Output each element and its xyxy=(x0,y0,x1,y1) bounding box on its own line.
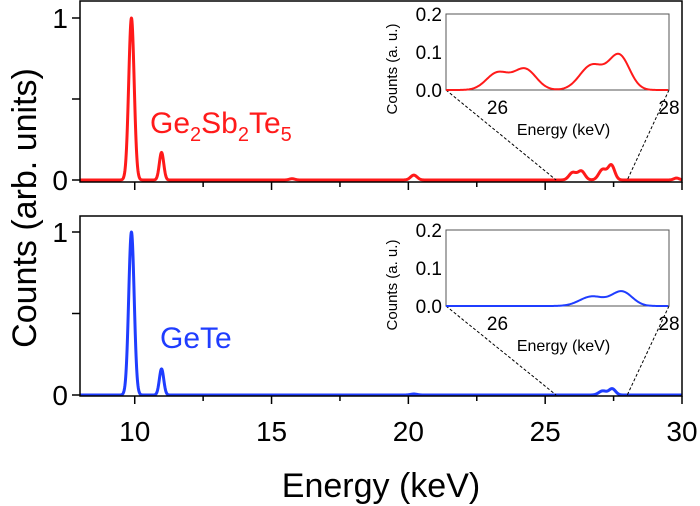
x-axis-label: Energy (keV) xyxy=(282,467,480,505)
panel-bottom: 0 1 10 15 20 25 30 GeTe 0.0 0.1 0.2 26 28 Energy (keV… xyxy=(52,215,698,447)
inset-y-axis-label: Counts (a. u.) xyxy=(384,24,401,115)
series-label: GeTe xyxy=(160,322,232,355)
zoom-guide-line xyxy=(445,305,557,396)
y-tick-label: 1 xyxy=(52,3,68,34)
inset-frame xyxy=(445,13,670,91)
zoom-guide-line xyxy=(626,89,670,181)
inset-series-line xyxy=(446,290,669,307)
y-tick-label: 0 xyxy=(52,380,68,411)
inset-frame xyxy=(445,229,670,307)
inset-x-tick-label: 26 xyxy=(487,314,508,335)
zoom-guide-line xyxy=(626,305,670,396)
inset-y-tick-label: 0.1 xyxy=(416,43,442,64)
label-subscript: 2 xyxy=(238,124,249,146)
inset-y-axis-label: Counts (a. u.) xyxy=(384,240,401,331)
y-tick-label: 1 xyxy=(52,217,68,248)
series-label-ge2sb2te5: Ge2Sb2Te5 xyxy=(150,107,292,146)
x-tick-label: 25 xyxy=(530,416,561,447)
inset-bottom: 0.0 0.1 0.2 26 28 Energy (keV) Counts (a. u.) xyxy=(384,221,680,396)
x-tick-label: 30 xyxy=(666,416,697,447)
inset-series-line xyxy=(446,52,669,91)
panel-top: 0 1 0.0 0.1 0.2 26 28 Energy (keV) Counts (a. u.… xyxy=(52,0,683,196)
plot-frame xyxy=(79,0,683,183)
y-axis-label: Counts (arb. units) xyxy=(6,68,44,348)
inset-y-tick-label: 0.2 xyxy=(416,5,442,26)
plot-frame xyxy=(79,215,683,397)
inset-x-tick-label: 28 xyxy=(658,314,679,335)
x-tick-label: 20 xyxy=(393,416,424,447)
inset-y-tick-label: 0.0 xyxy=(416,297,442,318)
y-tick-label: 0 xyxy=(52,165,68,196)
inset-y-tick-label: 0.1 xyxy=(416,259,442,280)
inset-x-axis-label: Energy (keV) xyxy=(517,338,610,355)
inset-x-axis-label: Energy (keV) xyxy=(517,122,610,139)
label-part: Ge xyxy=(150,107,190,140)
label-subscript: 2 xyxy=(190,124,201,146)
x-tick-label: 10 xyxy=(119,416,150,447)
zoom-guide-line xyxy=(445,89,557,181)
label-part: Sb xyxy=(201,107,238,140)
inset-x-tick-label: 28 xyxy=(658,98,679,119)
series-line-GeTe xyxy=(78,230,683,397)
inset-top: 0.0 0.1 0.2 26 28 Energy (keV) Counts (a. u.) xyxy=(384,5,680,181)
label-part: Te xyxy=(249,107,281,140)
inset-y-tick-label: 0.2 xyxy=(416,221,442,242)
x-tick-label: 15 xyxy=(256,416,287,447)
inset-x-tick-label: 26 xyxy=(487,98,508,119)
inset-y-tick-label: 0.0 xyxy=(416,81,442,102)
label-subscript: 5 xyxy=(281,124,292,146)
series-line-Ge2Sb2Te5 xyxy=(78,16,683,182)
